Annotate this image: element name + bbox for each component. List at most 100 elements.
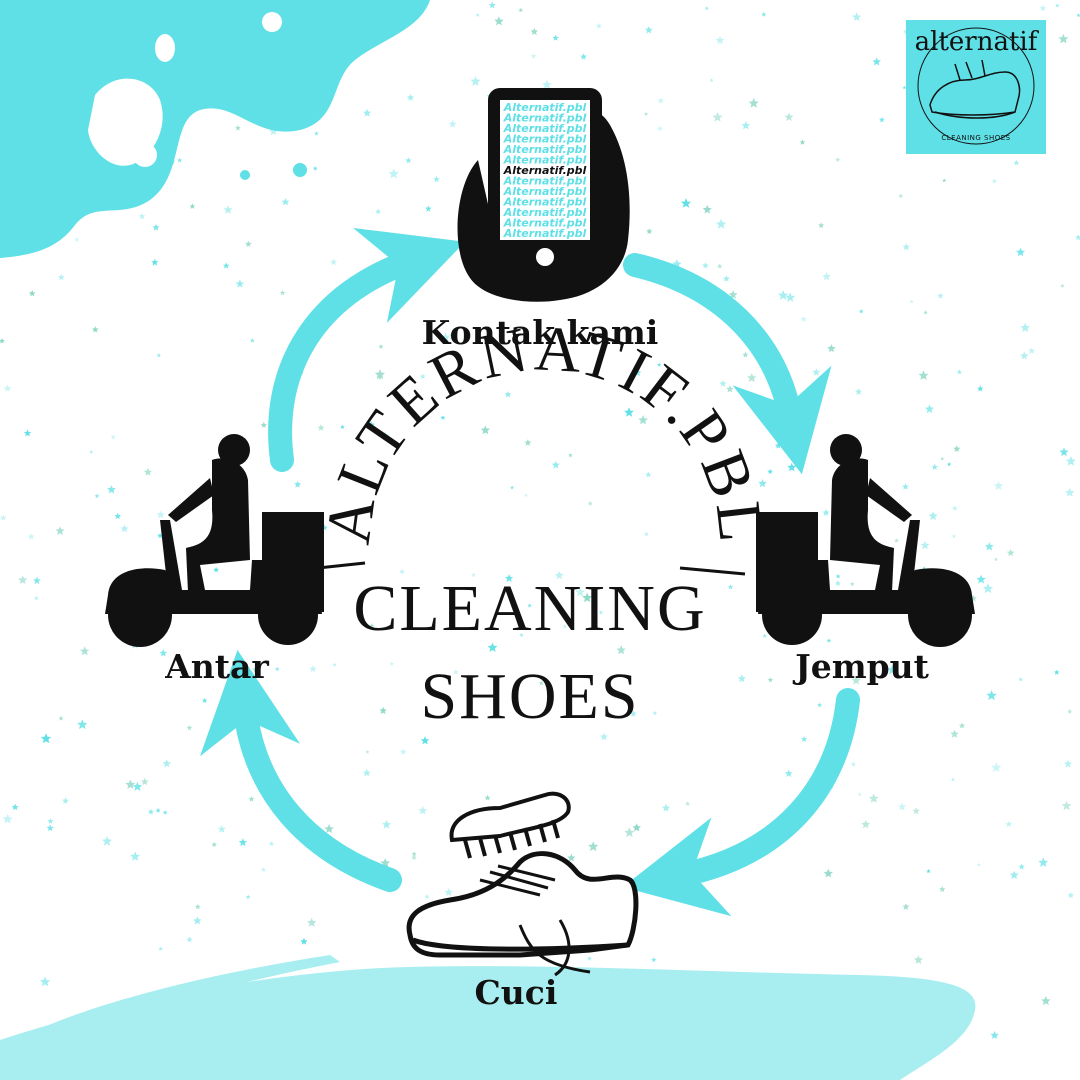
- star-dot: [742, 351, 749, 358]
- star-dot: [588, 841, 599, 852]
- star-dot: [487, 642, 498, 652]
- star-dot: [62, 797, 69, 804]
- star-dot: [440, 332, 451, 342]
- star-dot: [419, 373, 426, 380]
- star-dot: [586, 955, 593, 961]
- star-dot: [767, 677, 774, 683]
- star-dot: [582, 592, 593, 603]
- star-dot: [222, 262, 230, 269]
- star-dot: [475, 13, 480, 17]
- star-dot: [114, 512, 122, 520]
- star-dot: [898, 193, 904, 199]
- star-dot: [399, 748, 407, 755]
- star-dot: [89, 450, 94, 454]
- star-dot: [1076, 13, 1080, 17]
- center-line-1: CLEANING: [353, 572, 706, 645]
- star-dot: [575, 587, 585, 597]
- star-dot: [644, 26, 653, 34]
- star-dot: [951, 777, 956, 782]
- star-dot: [715, 218, 727, 229]
- star-dot: [827, 344, 836, 353]
- star-dot: [1059, 447, 1069, 457]
- star-dot: [926, 868, 931, 874]
- star-dot: [55, 526, 65, 535]
- star-dot: [702, 262, 709, 269]
- star-dot: [799, 139, 806, 145]
- star-dot: [902, 85, 907, 90]
- star-dot: [762, 633, 767, 638]
- star-dot: [652, 710, 658, 715]
- phone-screen-line: Alternatif.pbl: [503, 154, 587, 167]
- star-dot: [958, 722, 966, 729]
- star-dot: [307, 917, 317, 927]
- star-dot: [484, 794, 491, 801]
- star-dot: [453, 669, 459, 675]
- star-dot: [777, 290, 789, 300]
- star-dot: [260, 421, 267, 428]
- star-dot: [120, 524, 129, 533]
- star-dot: [281, 198, 290, 206]
- star-dot: [976, 862, 981, 867]
- phone-screen-line: Alternatif.pbl: [503, 101, 587, 114]
- star-dot: [367, 420, 375, 429]
- star-dot: [931, 463, 938, 470]
- step-label-cuci: Cuci: [475, 973, 558, 1012]
- star-dot: [826, 638, 832, 643]
- star-dot: [379, 706, 387, 714]
- star-dot: [159, 649, 168, 657]
- star-dot: [33, 576, 41, 585]
- star-dot: [314, 131, 319, 136]
- star-dot: [835, 157, 841, 162]
- star-dot: [902, 483, 909, 490]
- star-dot: [324, 824, 334, 834]
- star-dot: [40, 733, 52, 744]
- star-dot: [125, 779, 136, 789]
- star-dot: [223, 205, 233, 214]
- star-dot: [822, 509, 830, 516]
- star-dot: [1055, 3, 1060, 8]
- star-dot: [58, 715, 64, 721]
- star-dot: [994, 557, 998, 561]
- star-dot: [950, 729, 959, 738]
- star-dot: [909, 299, 914, 304]
- star-dot: [152, 223, 160, 231]
- star-dot: [158, 946, 163, 951]
- star-dot: [365, 750, 370, 754]
- phone-screen-line: Alternatif.pbl: [503, 164, 587, 177]
- phone-screen-line: Alternatif.pbl: [503, 227, 587, 240]
- star-dot: [530, 53, 537, 59]
- star-dot: [294, 480, 302, 488]
- star-dot: [991, 178, 997, 184]
- star-dot: [939, 886, 946, 893]
- brush-icon: [449, 791, 571, 859]
- star-dot: [784, 769, 793, 777]
- star-dot: [855, 388, 863, 395]
- phone-screen-line: Alternatif.pbl: [503, 175, 587, 188]
- step-label-jemput: Jemput: [792, 647, 930, 686]
- star-dot: [947, 462, 952, 467]
- star-dot: [424, 894, 430, 899]
- star-dot: [245, 240, 252, 247]
- star-dot: [312, 166, 318, 171]
- star-dot: [857, 792, 862, 797]
- star-dot: [248, 796, 255, 802]
- star-dot: [580, 53, 587, 60]
- star-dot: [211, 841, 217, 847]
- star-dot: [132, 781, 143, 791]
- star-dot: [399, 568, 405, 574]
- star-dot: [712, 112, 723, 122]
- phone-screen-line: Alternatif.pbl: [503, 196, 587, 209]
- star-dot: [990, 1030, 999, 1039]
- arc-bar-right: [679, 566, 746, 576]
- star-dot: [680, 198, 692, 208]
- star-dot: [235, 279, 245, 288]
- star-dot: [34, 595, 39, 601]
- star-dot: [250, 338, 255, 343]
- star-dot: [748, 97, 759, 108]
- star-dot: [530, 27, 539, 35]
- star-dot: [155, 807, 161, 813]
- star-dot: [420, 736, 430, 745]
- star-dot: [894, 538, 899, 543]
- star-dot: [448, 120, 457, 128]
- star-dot: [624, 407, 634, 417]
